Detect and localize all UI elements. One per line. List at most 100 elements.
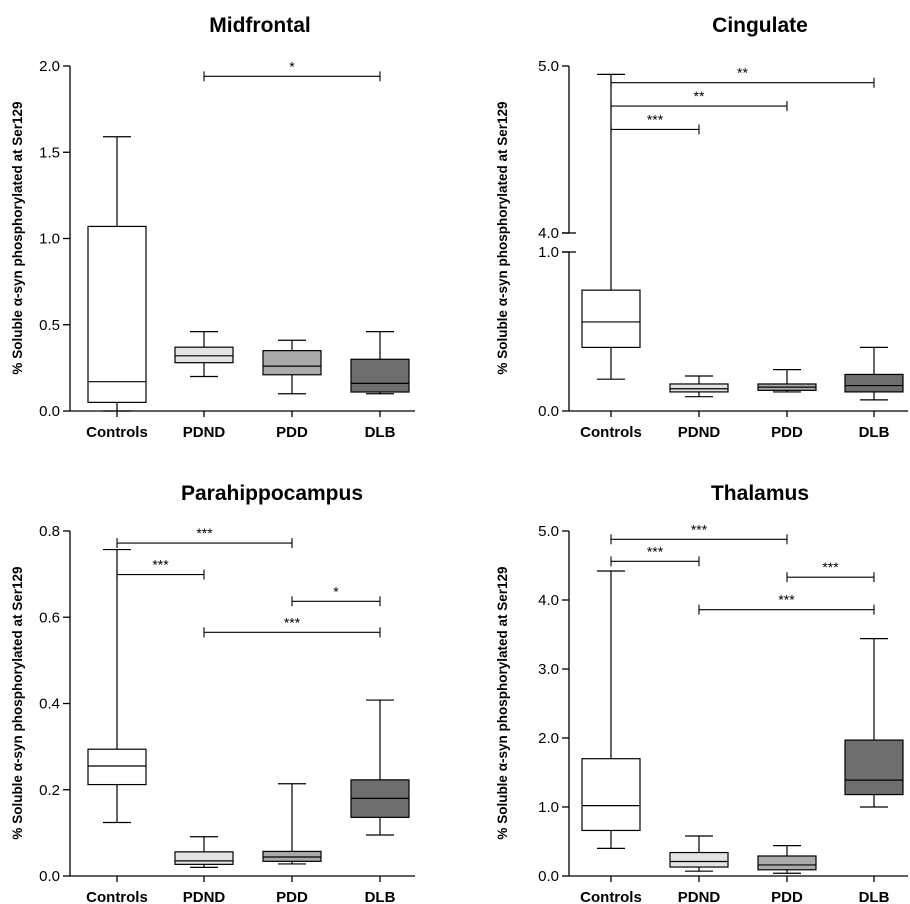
panel-cingulate: Cingulate % Soluble α-syn phosphorylated …	[495, 14, 908, 441]
x-tick-label-pdnd: PDND	[678, 424, 721, 441]
x-tick-label-pdd: PDD	[771, 424, 803, 441]
panel-thalamus: Thalamus % Soluble α-syn phosphorylated a…	[495, 482, 908, 904]
panel-midfrontal: Midfrontal % Soluble α-syn phosphorylated…	[10, 14, 415, 441]
x-tick-label-pdnd: PDND	[678, 889, 721, 904]
box-pdd	[262, 783, 322, 865]
box-iqr	[757, 855, 817, 871]
box-controls	[87, 136, 147, 412]
box-pdd	[757, 369, 817, 393]
y-tick-label: 0.5	[39, 317, 60, 334]
x-tick-label-controls: Controls	[86, 424, 148, 441]
significance-label: ***	[778, 592, 795, 608]
significance-pdnd-dlb: ***	[203, 614, 381, 638]
significance-pdd-dlb: ***	[786, 559, 875, 583]
x-tick-label-pdd: PDD	[276, 424, 308, 441]
panel-title: Parahippocampus	[181, 482, 363, 505]
y-tick-label: 0.0	[39, 868, 60, 885]
box-iqr	[262, 850, 322, 862]
box-iqr	[262, 350, 322, 376]
y-axis-label: % Soluble α-syn phosphorylated at Ser129	[495, 101, 510, 374]
significance-pdnd-dlb: ***	[698, 592, 875, 615]
y-tick-label: 0.4	[39, 696, 60, 713]
y-tick-label: 3.0	[538, 661, 559, 678]
y-tick-label: 2.0	[538, 730, 559, 747]
significance-label: ***	[196, 525, 213, 541]
box-pdnd	[174, 836, 234, 868]
panel-parahippocampus: Parahippocampus % Soluble α-syn phosphory…	[10, 482, 415, 904]
significance-label: ***	[647, 543, 664, 559]
y-tick-label: 0.6	[39, 609, 60, 626]
y-tick-label: 0.0	[39, 403, 60, 420]
box-controls	[87, 548, 147, 824]
box-iqr	[174, 346, 234, 364]
significance-pdnd-dlb: *	[203, 58, 381, 82]
box-dlb	[350, 331, 410, 395]
box-iqr	[844, 373, 904, 393]
box-iqr	[87, 225, 147, 403]
x-tick-label-dlb: DLB	[365, 424, 396, 441]
x-tick-label-dlb: DLB	[365, 889, 396, 904]
box-iqr	[669, 851, 729, 868]
significance-label: **	[737, 65, 748, 81]
y-tick-label: 1.0	[39, 231, 60, 248]
box-dlb	[844, 346, 904, 401]
significance-label: **	[694, 88, 705, 104]
box-pdd	[262, 339, 322, 395]
significance-label: ***	[152, 557, 169, 573]
box-dlb	[350, 699, 410, 836]
box-controls	[581, 570, 641, 850]
panel-title: Midfrontal	[209, 14, 310, 37]
box-pdnd	[174, 331, 234, 378]
y-axis-label: % Soluble α-syn phosphorylated at Ser129	[495, 566, 510, 839]
box-pdnd	[669, 835, 729, 872]
y-tick-label: 4.0	[538, 225, 559, 242]
box-controls	[581, 73, 641, 380]
x-tick-label-pdd: PDD	[771, 889, 803, 904]
x-tick-label-controls: Controls	[86, 889, 148, 904]
x-tick-label-dlb: DLB	[859, 424, 890, 441]
y-axis-label: % Soluble α-syn phosphorylated at Ser129	[10, 101, 25, 374]
y-tick-label: 0.2	[39, 782, 60, 799]
y-tick-label: 4.0	[538, 592, 559, 609]
y-axis-label: % Soluble α-syn phosphorylated at Ser129	[10, 566, 25, 839]
box-iqr	[87, 748, 147, 786]
x-tick-label-controls: Controls	[580, 889, 642, 904]
y-tick-label: 0.0	[538, 868, 559, 885]
y-tick-label: 1.0	[538, 244, 559, 261]
significance-controls-pdd: **	[610, 88, 788, 112]
box-iqr	[581, 289, 641, 349]
x-tick-label-pdnd: PDND	[183, 424, 226, 441]
significance-controls-dlb: **	[610, 65, 875, 88]
x-tick-label-dlb: DLB	[859, 889, 890, 904]
significance-controls-pdnd: ***	[610, 543, 700, 567]
box-pdnd	[669, 375, 729, 398]
y-tick-label: 5.0	[538, 523, 559, 540]
y-tick-label: 0.0	[538, 403, 559, 420]
x-tick-label-controls: Controls	[580, 424, 642, 441]
significance-controls-pdnd: ***	[116, 557, 205, 580]
significance-controls-pdnd: ***	[610, 111, 700, 135]
y-tick-label: 2.0	[39, 58, 60, 75]
significance-label: ***	[647, 111, 664, 127]
y-tick-label: 1.5	[39, 144, 60, 161]
significance-label: ***	[284, 614, 301, 630]
box-iqr	[844, 739, 904, 796]
box-iqr	[174, 851, 234, 865]
significance-label: *	[333, 583, 339, 599]
significance-controls-pdd: ***	[116, 525, 293, 549]
panel-title: Cingulate	[712, 14, 808, 37]
y-tick-label: 0.8	[39, 523, 60, 540]
box-iqr	[581, 758, 641, 832]
box-iqr	[350, 358, 410, 393]
y-tick-label: 1.0	[538, 799, 559, 816]
box-iqr	[669, 383, 729, 393]
significance-label: ***	[691, 521, 708, 537]
significance-label: ***	[822, 559, 839, 575]
x-tick-label-pdd: PDD	[276, 889, 308, 904]
box-dlb	[844, 638, 904, 808]
panel-title: Thalamus	[711, 482, 809, 505]
x-tick-label-pdnd: PDND	[183, 889, 226, 904]
significance-controls-pdd: ***	[610, 521, 788, 545]
significance-pdd-dlb: *	[291, 583, 381, 607]
